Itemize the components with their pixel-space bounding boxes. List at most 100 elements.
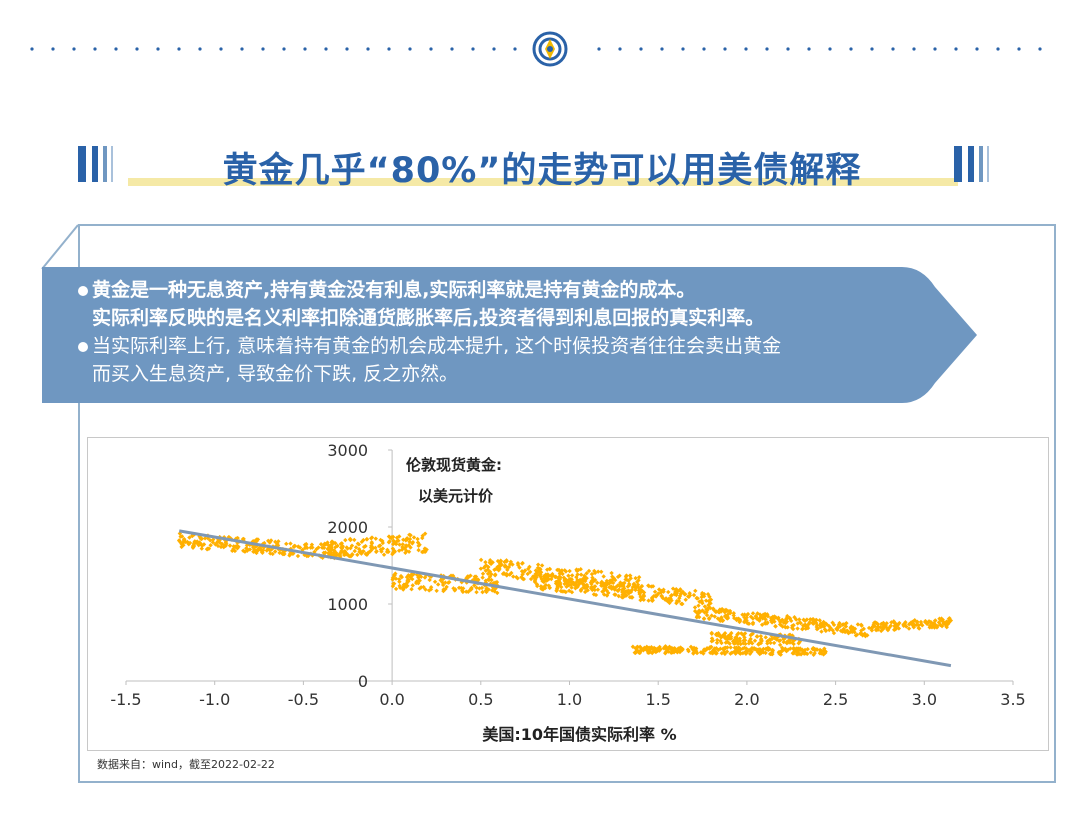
- brand-logo-icon: [532, 31, 568, 67]
- data-point: [403, 543, 409, 548]
- data-point: [750, 611, 756, 616]
- data-point: [817, 618, 822, 623]
- data-point: [675, 589, 680, 594]
- data-point: [329, 539, 335, 544]
- data-point: [636, 578, 641, 583]
- data-point: [397, 579, 402, 584]
- data-point: [666, 649, 671, 654]
- data-point: [638, 587, 643, 592]
- data-point: [259, 549, 265, 555]
- data-point: [728, 645, 733, 650]
- data-point: [944, 619, 949, 624]
- data-point: [734, 616, 739, 622]
- data-point: [743, 641, 748, 647]
- data-point: [724, 649, 730, 654]
- data-point: [878, 628, 884, 634]
- data-point: [862, 631, 868, 636]
- data-point: [672, 591, 677, 597]
- data-point: [707, 594, 712, 599]
- data-point: [800, 627, 805, 632]
- data-point: [247, 542, 253, 548]
- data-point: [480, 575, 485, 580]
- data-point: [589, 584, 594, 590]
- divider-dot: [765, 47, 769, 51]
- data-point: [199, 546, 204, 551]
- data-point: [244, 546, 249, 551]
- data-point: [713, 609, 719, 615]
- data-point: [405, 578, 410, 584]
- data-point: [725, 614, 730, 620]
- data-point: [722, 635, 728, 641]
- divider-dot: [219, 47, 223, 51]
- data-point: [838, 628, 844, 634]
- data-point: [773, 624, 778, 629]
- data-point: [725, 639, 730, 645]
- data-point: [708, 601, 713, 606]
- data-point: [768, 615, 774, 621]
- data-point: [735, 641, 741, 647]
- data-point: [841, 622, 846, 627]
- chart-subtitle: 以美元计价: [418, 487, 494, 505]
- data-point: [709, 613, 714, 618]
- data-point: [629, 587, 635, 593]
- divider-dot: [933, 47, 937, 51]
- data-point: [823, 649, 828, 654]
- data-point: [742, 615, 747, 620]
- data-point: [599, 579, 604, 585]
- data-point: [677, 596, 682, 601]
- data-point: [741, 641, 746, 646]
- data-point: [410, 583, 415, 588]
- data-point: [704, 609, 709, 615]
- data-point: [779, 648, 784, 654]
- data-point: [785, 613, 790, 619]
- data-point: [744, 646, 749, 651]
- data-point: [879, 621, 884, 627]
- data-point: [367, 549, 373, 554]
- data-point: [669, 648, 675, 653]
- data-point: [619, 595, 625, 600]
- data-point: [392, 573, 397, 578]
- data-point: [885, 627, 891, 632]
- data-point: [485, 567, 490, 572]
- data-point: [818, 621, 824, 626]
- data-point: [658, 590, 664, 595]
- divider-dot: [114, 47, 118, 51]
- divider-dot: [744, 47, 748, 51]
- data-point: [325, 540, 330, 545]
- data-point: [647, 650, 652, 655]
- data-point: [627, 573, 633, 578]
- data-point: [356, 542, 362, 547]
- data-point: [831, 622, 837, 628]
- banner-line-2: 实际利率反映的是名义利率扣除通货膨胀率后,投资者得到利息回报的真实利率。: [92, 307, 765, 329]
- data-point: [604, 588, 609, 593]
- data-point: [881, 620, 886, 626]
- data-point: [791, 623, 796, 628]
- data-point: [227, 543, 233, 548]
- data-point: [737, 638, 743, 644]
- data-point: [440, 582, 446, 588]
- data-point: [742, 619, 747, 625]
- bullet-icon: [78, 286, 88, 296]
- data-point: [408, 533, 413, 538]
- x-tick-label: 1.5: [645, 690, 670, 709]
- data-point: [707, 646, 712, 651]
- data-point: [858, 631, 863, 637]
- data-point: [223, 540, 228, 545]
- data-point: [631, 581, 637, 587]
- data-point: [744, 615, 749, 620]
- data-point: [722, 631, 728, 636]
- data-point: [680, 646, 685, 652]
- data-point: [916, 625, 921, 631]
- data-point: [749, 641, 755, 646]
- data-point: [692, 605, 698, 610]
- data-point: [478, 557, 484, 563]
- data-point: [828, 625, 833, 631]
- data-point: [674, 598, 680, 604]
- data-point: [603, 584, 608, 590]
- data-point: [416, 581, 421, 586]
- data-point: [811, 652, 816, 657]
- data-point: [705, 592, 711, 597]
- data-point: [643, 646, 648, 652]
- divider-dot: [282, 47, 286, 51]
- data-point: [930, 623, 935, 629]
